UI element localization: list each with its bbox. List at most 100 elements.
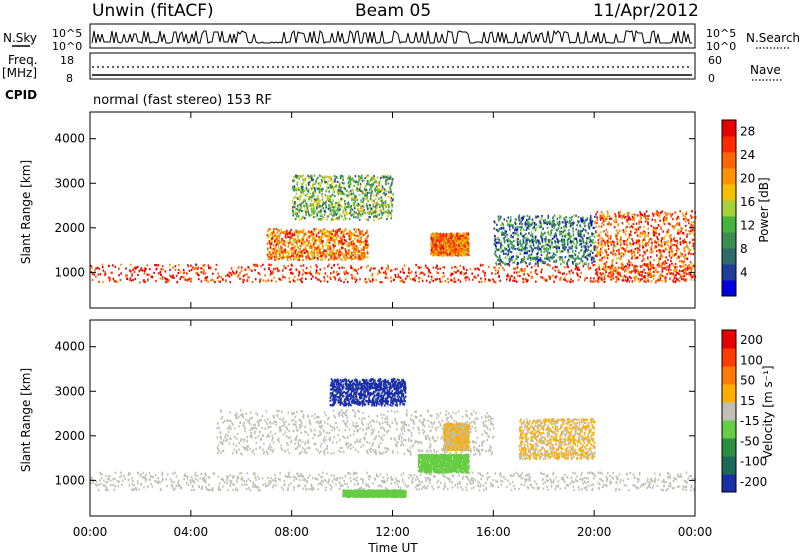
- scatter-cell-dusk_arc: [583, 250, 585, 254]
- scatter-cell-rising_tail: [309, 234, 312, 238]
- scatter-cell-rising_tail: [271, 237, 273, 241]
- scatter-cell-night_return: [634, 227, 636, 231]
- scatter-cell-main_near_range: [186, 279, 188, 282]
- scatter-cell-rising_tail: [354, 244, 357, 248]
- scatter-cell-dusk_arc: [551, 229, 553, 232]
- scatter-cell-dusk_arc: [561, 258, 564, 261]
- scatter-cell-main_near_range: [303, 271, 305, 274]
- scatter-cell-afternoon_patch: [449, 244, 451, 247]
- scatter-cell-main_near_range: [380, 271, 382, 274]
- scatter-cell-main_near_range: [209, 266, 212, 269]
- scatter-cell-main_near_range: [333, 264, 335, 267]
- scatter-cell-night_return: [665, 242, 667, 245]
- scatter-cell-dusk_arc: [569, 247, 571, 250]
- scatter-cell-main_near_range: [270, 279, 273, 282]
- scatter-cell-rising_tail: [292, 252, 295, 255]
- scatter-cell-main_near_range: [115, 280, 117, 283]
- scatter-cell-afternoon_patch: [434, 251, 436, 254]
- scatter-cell-midday_upper: [326, 195, 329, 198]
- scatter-cell-dusk_arc: [534, 235, 537, 238]
- scatter-cell-dusk_arc: [560, 226, 563, 230]
- scatter-cell-midday_upper: [371, 185, 373, 188]
- scatter-cell-dusk_arc: [585, 248, 587, 251]
- scatter-cell-afternoon_patch: [443, 233, 445, 236]
- scatter-cell-midday_upper: [383, 189, 386, 192]
- scatter-cell-main_near_range: [465, 276, 467, 279]
- scatter-cell-dusk_arc: [551, 219, 554, 222]
- scatter-cell-afternoon_patch: [462, 237, 464, 240]
- scatter-cell-night_return: [647, 232, 650, 235]
- scatter-cell-dusk_arc: [545, 243, 547, 246]
- scatter-cell-midday_upper: [338, 204, 341, 207]
- beam-title: Beam 05: [355, 1, 431, 21]
- scatter-cell-dusk_arc: [529, 255, 532, 258]
- scatter-cell-rising_tail: [351, 247, 354, 250]
- scatter-cell-afternoon_patch: [430, 239, 433, 242]
- scatter-cell-midday_upper: [386, 211, 389, 214]
- scatter-cell-afternoon_patch: [468, 250, 470, 253]
- scatter-cell-midday_upper: [380, 204, 382, 207]
- scatter-cell-dusk_arc: [530, 248, 533, 251]
- scatter-cell-rising_tail: [354, 257, 357, 260]
- scatter-cell-dusk_arc: [534, 228, 537, 231]
- scatter-cell-rising_tail: [312, 245, 314, 248]
- scatter-cell-afternoon_patch: [450, 232, 452, 235]
- scatter-cell-afternoon_patch: [432, 250, 435, 253]
- scatter-cell-midday_upper: [351, 198, 353, 201]
- scatter-cell-main_near_range: [235, 271, 238, 274]
- scatter-cell-dusk_arc: [584, 219, 587, 222]
- scatter-cell-dusk_arc: [587, 224, 590, 227]
- scatter-cell-rising_tail: [336, 231, 338, 234]
- scatter-cell-afternoon_patch: [434, 245, 436, 248]
- scatter-cell-dusk_arc: [525, 219, 528, 222]
- scatter-cell-midday_upper: [365, 198, 368, 201]
- scatter-cell-night_return: [605, 261, 608, 264]
- scatter-cell-night_return: [684, 264, 687, 267]
- scatter-cell-night_return: [665, 268, 668, 271]
- scatter-cell-main_near_range: [235, 273, 237, 276]
- scatter-cell-afternoon_patch: [450, 247, 452, 250]
- scatter-cell-rising_tail: [315, 238, 318, 242]
- scatter-cell-night_return: [615, 220, 617, 223]
- scatter-cell-main_near_range: [474, 267, 476, 271]
- scatter-cell-main_near_range: [246, 279, 248, 282]
- scatter-cell-main_near_range: [289, 280, 291, 283]
- scatter-cell-rising_tail: [344, 253, 347, 256]
- scatter-cell-main_near_range: [401, 278, 404, 282]
- scatter-cell-main_near_range: [549, 277, 551, 280]
- scatter-cell-dusk_arc: [521, 235, 524, 238]
- scatter-cell-rising_tail: [347, 245, 350, 248]
- scatter-cell-night_return: [642, 244, 644, 247]
- scatter-cell-rising_tail: [281, 243, 284, 246]
- scatter-cell-main_near_range: [318, 278, 320, 282]
- scatter-cell-afternoon_patch: [462, 232, 465, 235]
- scatter-cell-main_near_range: [207, 280, 209, 283]
- scatter-cell-main_near_range: [484, 277, 487, 281]
- scatter-cell-midday_upper: [391, 205, 394, 208]
- scatter-cell-midday_upper: [385, 189, 387, 192]
- scatter-cell-afternoon_patch: [462, 234, 464, 238]
- scatter-cell-night_return: [650, 275, 652, 279]
- scatter-cell-night_return: [610, 278, 612, 281]
- scatter-cell-afternoon_patch: [456, 234, 458, 237]
- scatter-cell-rising_tail: [302, 241, 304, 244]
- scatter-cell-dusk_arc: [544, 247, 547, 250]
- scatter-cell-main_near_range: [305, 277, 307, 280]
- scatter-cell-afternoon_patch: [454, 243, 456, 246]
- scatter-cell-main_near_range: [132, 268, 134, 271]
- scatter-cell-main_near_range: [351, 276, 353, 279]
- scatter-cell-main_near_range: [612, 272, 615, 275]
- scatter-cell-dusk_arc: [585, 240, 588, 243]
- scatter-cell-main_near_range: [426, 267, 429, 270]
- scatter-cell-rising_tail: [266, 247, 269, 250]
- scatter-cell-dusk_arc: [544, 231, 546, 235]
- scatter-cell-dusk_arc: [500, 227, 503, 230]
- scatter-cell-midday_upper: [374, 208, 377, 211]
- scatter-cell-night_return: [667, 258, 669, 261]
- scatter-cell-dusk_arc: [581, 219, 584, 222]
- scatter-cell-midday_upper: [308, 196, 310, 199]
- scatter-cell-midday_upper: [362, 208, 364, 212]
- scatter-cell-afternoon_patch: [455, 237, 457, 240]
- scatter-cell-rising_tail: [302, 243, 305, 246]
- scatter-cell-afternoon_patch: [453, 238, 455, 241]
